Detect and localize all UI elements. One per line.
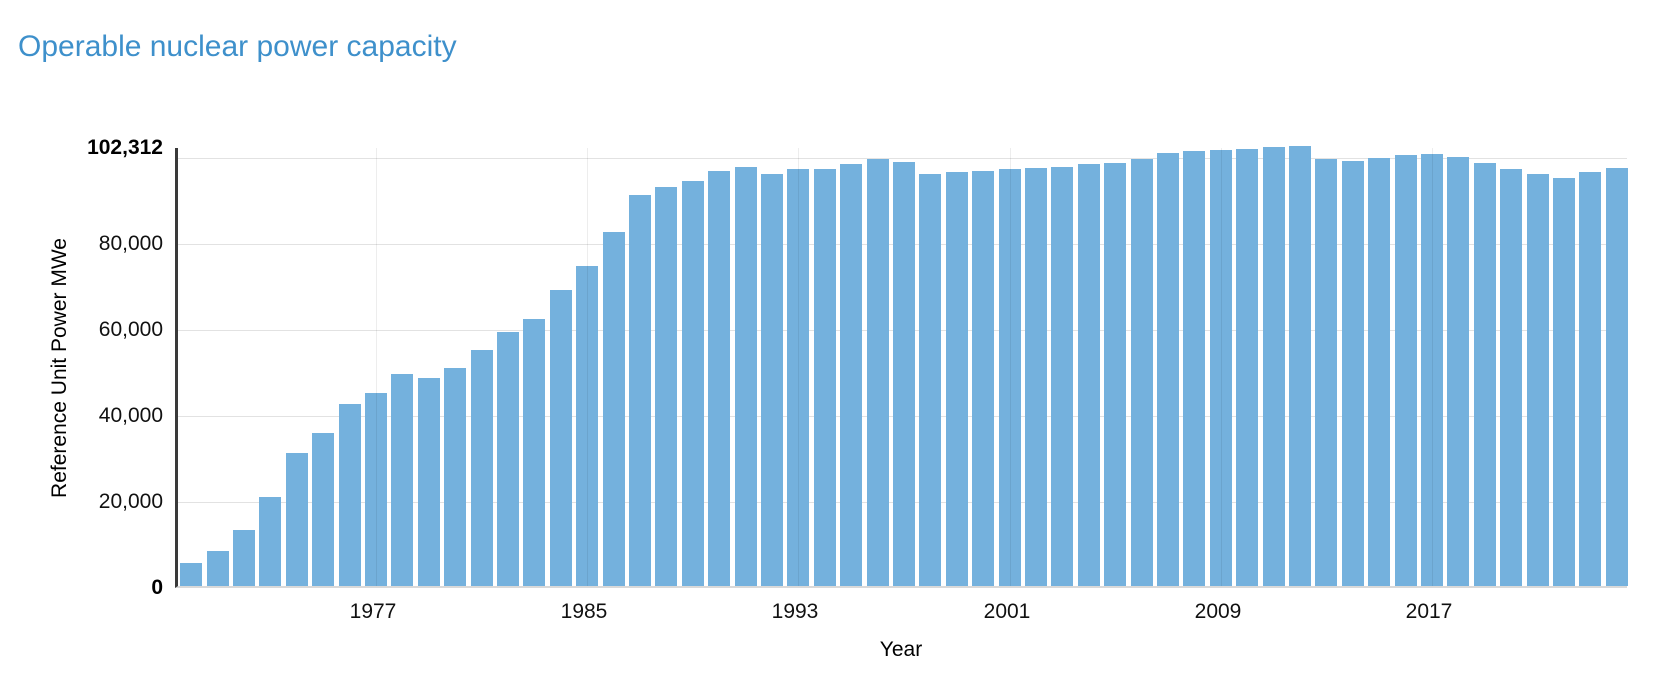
bar-2023[interactable] bbox=[1579, 171, 1602, 586]
y-tick-label-60000: 60,000 bbox=[98, 318, 163, 341]
bar-1977[interactable] bbox=[365, 392, 387, 586]
bar-1981[interactable] bbox=[470, 349, 493, 586]
bar-1976[interactable] bbox=[338, 403, 361, 586]
bar-1973[interactable] bbox=[259, 496, 282, 586]
bar-2001[interactable] bbox=[998, 169, 1021, 586]
y-tick-label-102312: 102,312 bbox=[87, 136, 163, 159]
bar-2015[interactable] bbox=[1368, 158, 1391, 586]
v-gridline-2009 bbox=[1220, 148, 1222, 586]
bar-2013[interactable] bbox=[1315, 159, 1338, 586]
bar-2007[interactable] bbox=[1157, 153, 1179, 586]
v-gridline-1977 bbox=[376, 148, 377, 586]
v-gridline-2001 bbox=[1009, 148, 1011, 586]
plot-area bbox=[175, 146, 1628, 588]
bar-2008[interactable] bbox=[1183, 151, 1206, 586]
bar-1996[interactable] bbox=[866, 159, 889, 586]
bar-2003[interactable] bbox=[1051, 166, 1074, 586]
bar-1986[interactable] bbox=[602, 231, 625, 586]
bar-1983[interactable] bbox=[523, 318, 546, 586]
bar-2021[interactable] bbox=[1526, 174, 1549, 586]
v-gridline-1993 bbox=[798, 148, 800, 586]
bar-1972[interactable] bbox=[233, 529, 255, 586]
bar-2022[interactable] bbox=[1553, 177, 1575, 586]
x-axis-title: Year bbox=[879, 638, 923, 661]
bar-2006[interactable] bbox=[1130, 158, 1153, 586]
bar-1978[interactable] bbox=[391, 374, 414, 586]
x-tick-label-1977: 1977 bbox=[349, 600, 397, 623]
bar-2010[interactable] bbox=[1236, 149, 1259, 586]
bar-2019[interactable] bbox=[1473, 162, 1496, 586]
bar-2004[interactable] bbox=[1077, 164, 1100, 586]
bar-1994[interactable] bbox=[813, 168, 836, 586]
bar-1997[interactable] bbox=[893, 162, 915, 586]
bar-1995[interactable] bbox=[840, 163, 863, 586]
bar-1987[interactable] bbox=[629, 194, 651, 586]
bar-1982[interactable] bbox=[497, 332, 519, 586]
bar-1975[interactable] bbox=[312, 433, 335, 586]
v-gridline-2017 bbox=[1432, 148, 1433, 586]
bar-1991[interactable] bbox=[734, 167, 757, 586]
y-tick-label-80000: 80,000 bbox=[98, 232, 163, 255]
bar-1984[interactable] bbox=[549, 290, 572, 586]
bar-2020[interactable] bbox=[1500, 169, 1523, 586]
bar-2005[interactable] bbox=[1104, 163, 1127, 586]
bar-2014[interactable] bbox=[1341, 161, 1364, 586]
bar-1989[interactable] bbox=[681, 181, 704, 586]
h-gridline-100000 bbox=[178, 157, 1627, 159]
bar-1993[interactable] bbox=[787, 168, 810, 586]
bar-1998[interactable] bbox=[919, 173, 942, 586]
bar-1980[interactable] bbox=[444, 368, 467, 586]
bar-1992[interactable] bbox=[761, 174, 783, 586]
bar-2018[interactable] bbox=[1447, 156, 1470, 586]
x-tick-label-1985: 1985 bbox=[560, 600, 608, 623]
x-tick-label-2001: 2001 bbox=[983, 600, 1031, 623]
y-tick-label-0: 0 bbox=[151, 576, 163, 599]
bar-1974[interactable] bbox=[285, 452, 308, 586]
bar-1979[interactable] bbox=[417, 377, 440, 586]
bar-1971[interactable] bbox=[206, 551, 229, 586]
bar-2009[interactable] bbox=[1209, 150, 1232, 586]
v-gridline-1985 bbox=[587, 148, 589, 586]
bar-2011[interactable] bbox=[1262, 147, 1285, 586]
x-tick-label-2017: 2017 bbox=[1405, 600, 1453, 623]
bar-2012[interactable] bbox=[1289, 146, 1311, 586]
bar-2024[interactable] bbox=[1605, 167, 1628, 586]
y-axis-title: Reference Unit Power MWe bbox=[48, 238, 71, 498]
bar-2016[interactable] bbox=[1394, 155, 1417, 586]
y-tick-label-20000: 20,000 bbox=[98, 490, 163, 513]
bar-1990[interactable] bbox=[708, 171, 731, 586]
bar-1999[interactable] bbox=[945, 171, 968, 586]
bar-1988[interactable] bbox=[655, 187, 678, 586]
y-tick-label-40000: 40,000 bbox=[98, 404, 163, 427]
x-tick-label-1993: 1993 bbox=[771, 600, 819, 623]
bar-2017[interactable] bbox=[1421, 154, 1443, 586]
chart-title: Operable nuclear power capacity bbox=[18, 30, 457, 63]
x-tick-label-2009: 2009 bbox=[1194, 600, 1242, 623]
bar-2000[interactable] bbox=[972, 171, 995, 586]
bar-1970[interactable] bbox=[180, 562, 203, 586]
bar-2002[interactable] bbox=[1025, 167, 1047, 586]
bar-1985[interactable] bbox=[576, 265, 599, 586]
